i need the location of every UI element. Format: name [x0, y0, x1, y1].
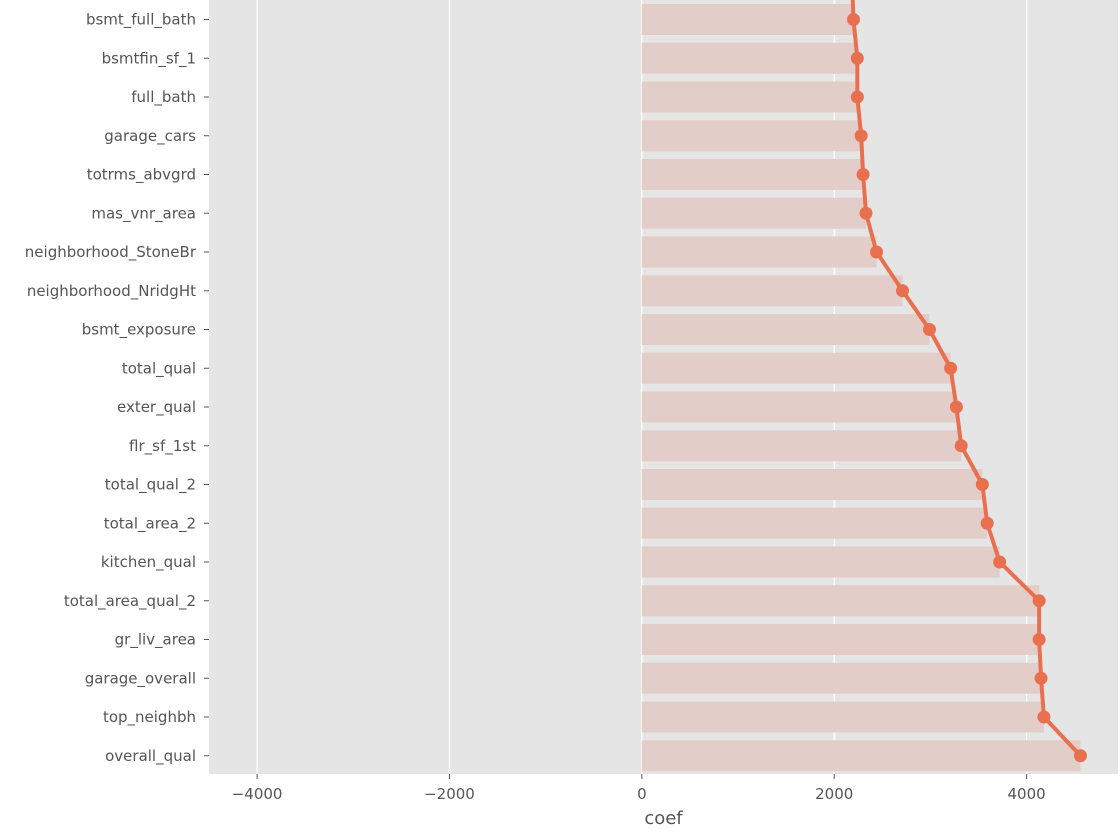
x-tick-label: 2000 — [815, 785, 853, 803]
bar — [641, 236, 877, 268]
coef-line — [846, 0, 1087, 763]
bar — [641, 662, 1042, 694]
data-point — [1032, 594, 1046, 608]
bar — [641, 42, 858, 74]
bar — [641, 314, 930, 345]
y-tick-label: total_qual — [122, 359, 196, 378]
bars — [641, 4, 1081, 772]
y-tick-label: neighborhood_NridgHt — [27, 282, 196, 301]
data-point — [850, 51, 864, 65]
y-tick-label: kitchen_qual — [101, 553, 196, 572]
bar — [641, 430, 962, 462]
data-point — [1034, 671, 1048, 685]
plot-area — [209, 0, 1118, 774]
data-point — [993, 555, 1007, 569]
data-point — [854, 129, 868, 143]
data-point — [896, 284, 910, 298]
y-tick-label: bsmtfin_sf_1 — [102, 49, 196, 68]
data-point — [859, 206, 873, 220]
bar — [641, 352, 951, 384]
x-tick-label: −2000 — [424, 785, 475, 803]
data-point — [1032, 633, 1046, 646]
data-point — [975, 478, 989, 491]
bar — [641, 120, 862, 152]
data-point — [846, 13, 860, 26]
y-tick-label: neighborhood_StoneBr — [25, 243, 197, 262]
y-tick-label: total_qual_2 — [105, 476, 196, 495]
bar — [641, 81, 858, 113]
data-point — [980, 516, 994, 530]
bar — [641, 4, 854, 35]
y-tick-label: garage_overall — [85, 669, 196, 688]
y-tick-label: total_area_2 — [104, 514, 196, 533]
bar — [641, 469, 983, 500]
y-tick-label: mas_vnr_area — [91, 204, 196, 223]
y-tick-label: total_area_qual_2 — [64, 592, 196, 611]
y-tick-label: exter_qual — [117, 398, 196, 417]
data-point — [1037, 710, 1051, 724]
y-tick-label: full_bath — [131, 88, 196, 107]
bar — [641, 507, 988, 539]
y-tick-label: gr_liv_area — [115, 631, 196, 650]
y-tick-label: bsmt_exposure — [82, 321, 196, 340]
data-point — [850, 90, 864, 104]
data-point — [922, 323, 936, 336]
data-point — [944, 361, 958, 375]
bar — [641, 624, 1040, 655]
y-tick-label: flr_sf_1st — [129, 437, 196, 456]
bar — [641, 197, 866, 229]
data-point — [856, 168, 870, 181]
data-point — [1073, 749, 1087, 763]
bar — [641, 546, 1000, 578]
bar — [641, 740, 1081, 772]
bar — [641, 159, 864, 190]
data-point — [870, 245, 884, 259]
y-tick-label: totrms_abvgrd — [87, 166, 196, 185]
x-tick-labels: −4000 −2000 0 2000 4000 — [232, 774, 1046, 803]
x-tick-label: 4000 — [1008, 785, 1046, 803]
data-point — [954, 439, 968, 453]
data-point — [949, 400, 963, 414]
y-tick-label: bsmt_full_bath — [86, 11, 196, 30]
y-tick-label: top_neighbh — [103, 708, 196, 727]
x-axis-label: coef — [644, 808, 683, 829]
bar — [641, 701, 1044, 733]
bar — [641, 585, 1040, 617]
y-tick-label: garage_cars — [104, 127, 196, 146]
x-tick-label: 0 — [637, 785, 647, 803]
y-tick-labels: bsmt_full_bath bsmtfin_sf_1 full_bathgarag… — [25, 11, 209, 766]
bar — [641, 391, 957, 423]
x-tick-label: −4000 — [232, 785, 283, 803]
y-tick-label: overall_qual — [105, 747, 196, 766]
bar — [641, 275, 903, 307]
